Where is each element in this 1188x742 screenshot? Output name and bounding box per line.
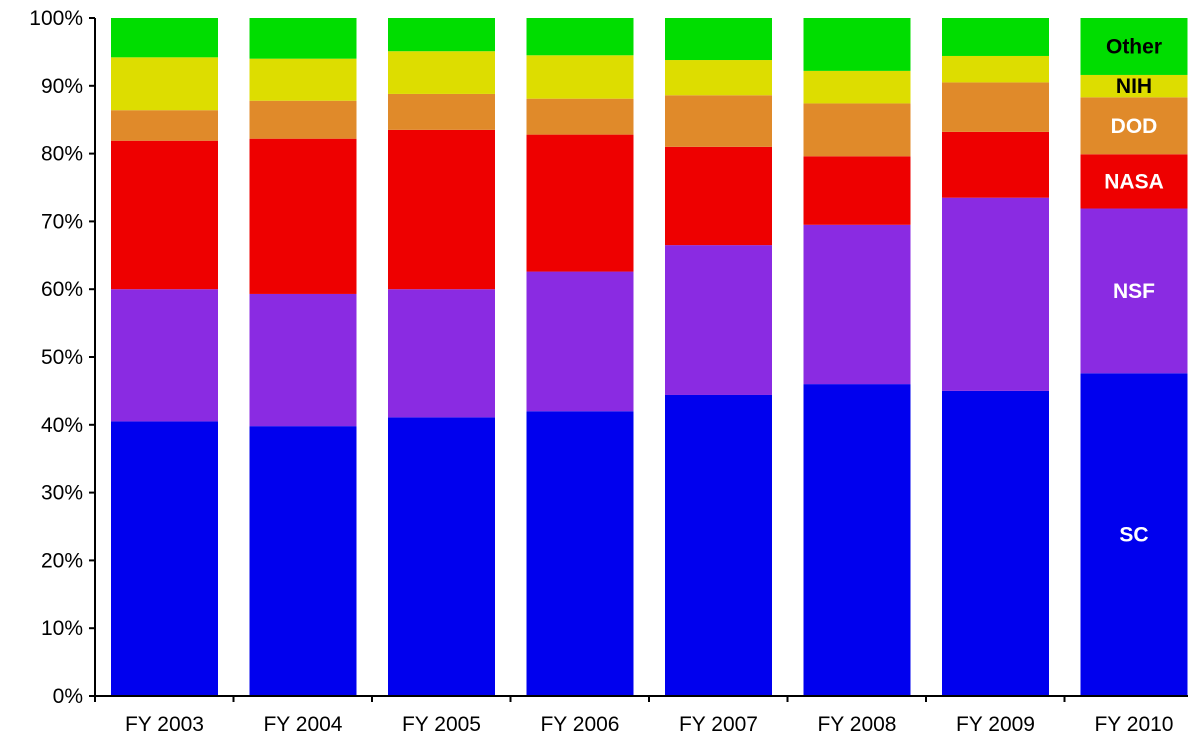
- bar-segment-nih-fy-2010: [1080, 74, 1188, 98]
- bars-layer: [111, 18, 1188, 696]
- bar-segment-nsf-fy-2003: [111, 289, 218, 422]
- y-tick-label: 70%: [41, 210, 83, 233]
- x-tick-label: FY 2009: [956, 713, 1035, 736]
- segment-label-nsf: NSF: [1113, 280, 1155, 303]
- bar-segment-other-fy-2006: [526, 18, 634, 56]
- bar-segment-nasa-fy-2007: [665, 146, 772, 246]
- y-tick-label: 90%: [41, 75, 83, 98]
- bar-segment-dod-fy-2008: [803, 103, 911, 157]
- bar-segment-sc-fy-2003: [111, 421, 218, 696]
- bar-segment-nsf-fy-2005: [388, 289, 495, 418]
- bar-segment-nsf-fy-2009: [942, 197, 1049, 391]
- bar-segment-sc-fy-2010: [1080, 373, 1188, 696]
- bar-segment-other-fy-2004: [249, 18, 357, 59]
- bar-segment-sc-fy-2009: [942, 390, 1049, 696]
- bar-segment-dod-fy-2003: [111, 110, 218, 141]
- labels-layer: SC NSF NASA DOD NIH Other: [1104, 35, 1164, 546]
- bar-segment-other-fy-2010: [1080, 18, 1188, 75]
- y-tick-label: 80%: [41, 143, 83, 166]
- bar-segment-nih-fy-2008: [803, 70, 911, 104]
- segment-label-nih: NIH: [1116, 75, 1152, 98]
- bar-segment-nih-fy-2004: [249, 58, 357, 101]
- axes-layer: 0% 10% 20% 30% 40% 50% 60% 70% 80% 90% 100% FY 2003…: [29, 7, 1188, 736]
- bar-segment-other-fy-2003: [111, 18, 218, 58]
- bar-segment-nasa-fy-2009: [942, 131, 1049, 198]
- bar-segment-dod-fy-2007: [665, 95, 772, 147]
- bar-segment-other-fy-2009: [942, 18, 1049, 56]
- x-tick-label: FY 2003: [125, 713, 204, 736]
- x-tick-label: FY 2005: [402, 713, 481, 736]
- bar-segment-sc-fy-2005: [388, 417, 495, 696]
- bar-segment-sc-fy-2007: [665, 394, 772, 696]
- segment-label-nasa: NASA: [1104, 170, 1164, 193]
- bar-segment-other-fy-2005: [388, 18, 495, 52]
- bar-segment-nih-fy-2009: [942, 55, 1049, 83]
- x-tick-label: FY 2007: [679, 713, 758, 736]
- y-tick-label: 30%: [41, 482, 83, 505]
- bar-segment-dod-fy-2009: [942, 82, 1049, 132]
- y-tick-label: 60%: [41, 278, 83, 301]
- x-tick-label: FY 2006: [540, 713, 619, 736]
- x-tick-label: FY 2004: [263, 713, 342, 736]
- bar-segment-nasa-fy-2010: [1080, 154, 1188, 209]
- segment-label-other: Other: [1106, 35, 1162, 58]
- y-tick-label: 0%: [53, 685, 83, 708]
- bar-segment-nih-fy-2003: [111, 57, 218, 111]
- bar-segment-nsf-fy-2010: [1080, 208, 1188, 374]
- bar-segment-nsf-fy-2004: [249, 293, 357, 427]
- bar-segment-nasa-fy-2004: [249, 138, 357, 294]
- bar-segment-nsf-fy-2006: [526, 271, 634, 412]
- bar-segment-nasa-fy-2008: [803, 156, 911, 225]
- bar-segment-nih-fy-2007: [665, 60, 772, 96]
- bar-segment-nasa-fy-2003: [111, 140, 218, 290]
- y-tick-label: 20%: [41, 549, 83, 572]
- bar-segment-nsf-fy-2007: [665, 245, 772, 395]
- bar-segment-nih-fy-2006: [526, 55, 634, 99]
- bar-segment-other-fy-2007: [665, 18, 772, 61]
- x-tick-label: FY 2008: [817, 713, 896, 736]
- bar-segment-nsf-fy-2008: [803, 224, 911, 385]
- bar-segment-nasa-fy-2006: [526, 134, 634, 272]
- y-tick-label: 10%: [41, 617, 83, 640]
- y-tick-label: 40%: [41, 414, 83, 437]
- bar-segment-other-fy-2008: [803, 18, 911, 71]
- bar-segment-dod-fy-2005: [388, 93, 495, 130]
- bar-segment-dod-fy-2006: [526, 98, 634, 135]
- bar-segment-sc-fy-2004: [249, 426, 357, 696]
- bar-segment-sc-fy-2008: [803, 384, 911, 696]
- bar-segment-nasa-fy-2005: [388, 129, 495, 290]
- segment-label-sc: SC: [1119, 524, 1148, 547]
- bar-segment-nih-fy-2005: [388, 51, 495, 94]
- bar-segment-dod-fy-2010: [1080, 97, 1188, 155]
- bar-segment-sc-fy-2006: [526, 411, 634, 696]
- segment-label-dod: DOD: [1111, 115, 1158, 138]
- y-tick-label: 50%: [41, 346, 83, 369]
- y-tick-label: 100%: [29, 7, 83, 30]
- x-tick-label: FY 2010: [1094, 713, 1173, 736]
- bar-segment-dod-fy-2004: [249, 100, 357, 139]
